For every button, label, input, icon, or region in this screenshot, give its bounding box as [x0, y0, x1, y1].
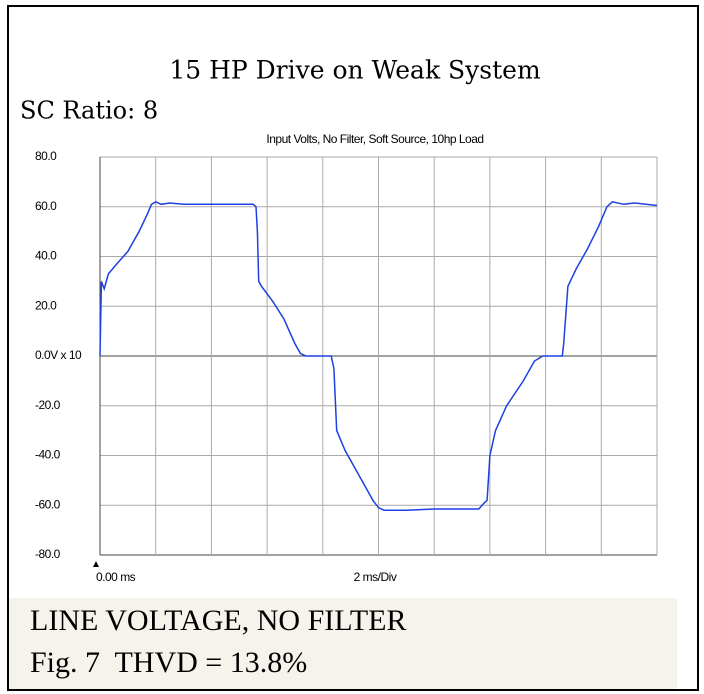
y-tick-label: -60.0: [35, 497, 61, 511]
figure-label: Fig. 7 THVD = 13.8%: [30, 646, 307, 679]
origin-marker: [93, 561, 99, 567]
series-line: [99, 200, 658, 511]
y-tick-label: 80.0: [35, 149, 57, 163]
caption: LINE VOLTAGE, NO FILTER: [30, 604, 406, 637]
y-tick-label: -40.0: [35, 448, 61, 462]
x-start-label: 0.00 ms: [96, 570, 136, 584]
caption-background: [9, 598, 677, 689]
chart-subtitle: SC Ratio: 8: [20, 97, 158, 125]
y-tick-label: 60.0: [35, 199, 57, 213]
frame: [7, 5, 699, 691]
y-tick-label: 40.0: [35, 249, 57, 263]
plot-title: Input Volts, No Filter, Soft Source, 10h…: [266, 132, 483, 146]
y-tick-label: -80.0: [35, 547, 61, 561]
y-tick-label: 0.0V x 10: [35, 348, 82, 362]
y-tick-label: -20.0: [35, 398, 61, 412]
chart-title: 15 HP Drive on Weak System: [169, 56, 541, 85]
x-axis-label: 2 ms/Div: [354, 570, 397, 584]
y-tick-label: 20.0: [35, 298, 57, 312]
